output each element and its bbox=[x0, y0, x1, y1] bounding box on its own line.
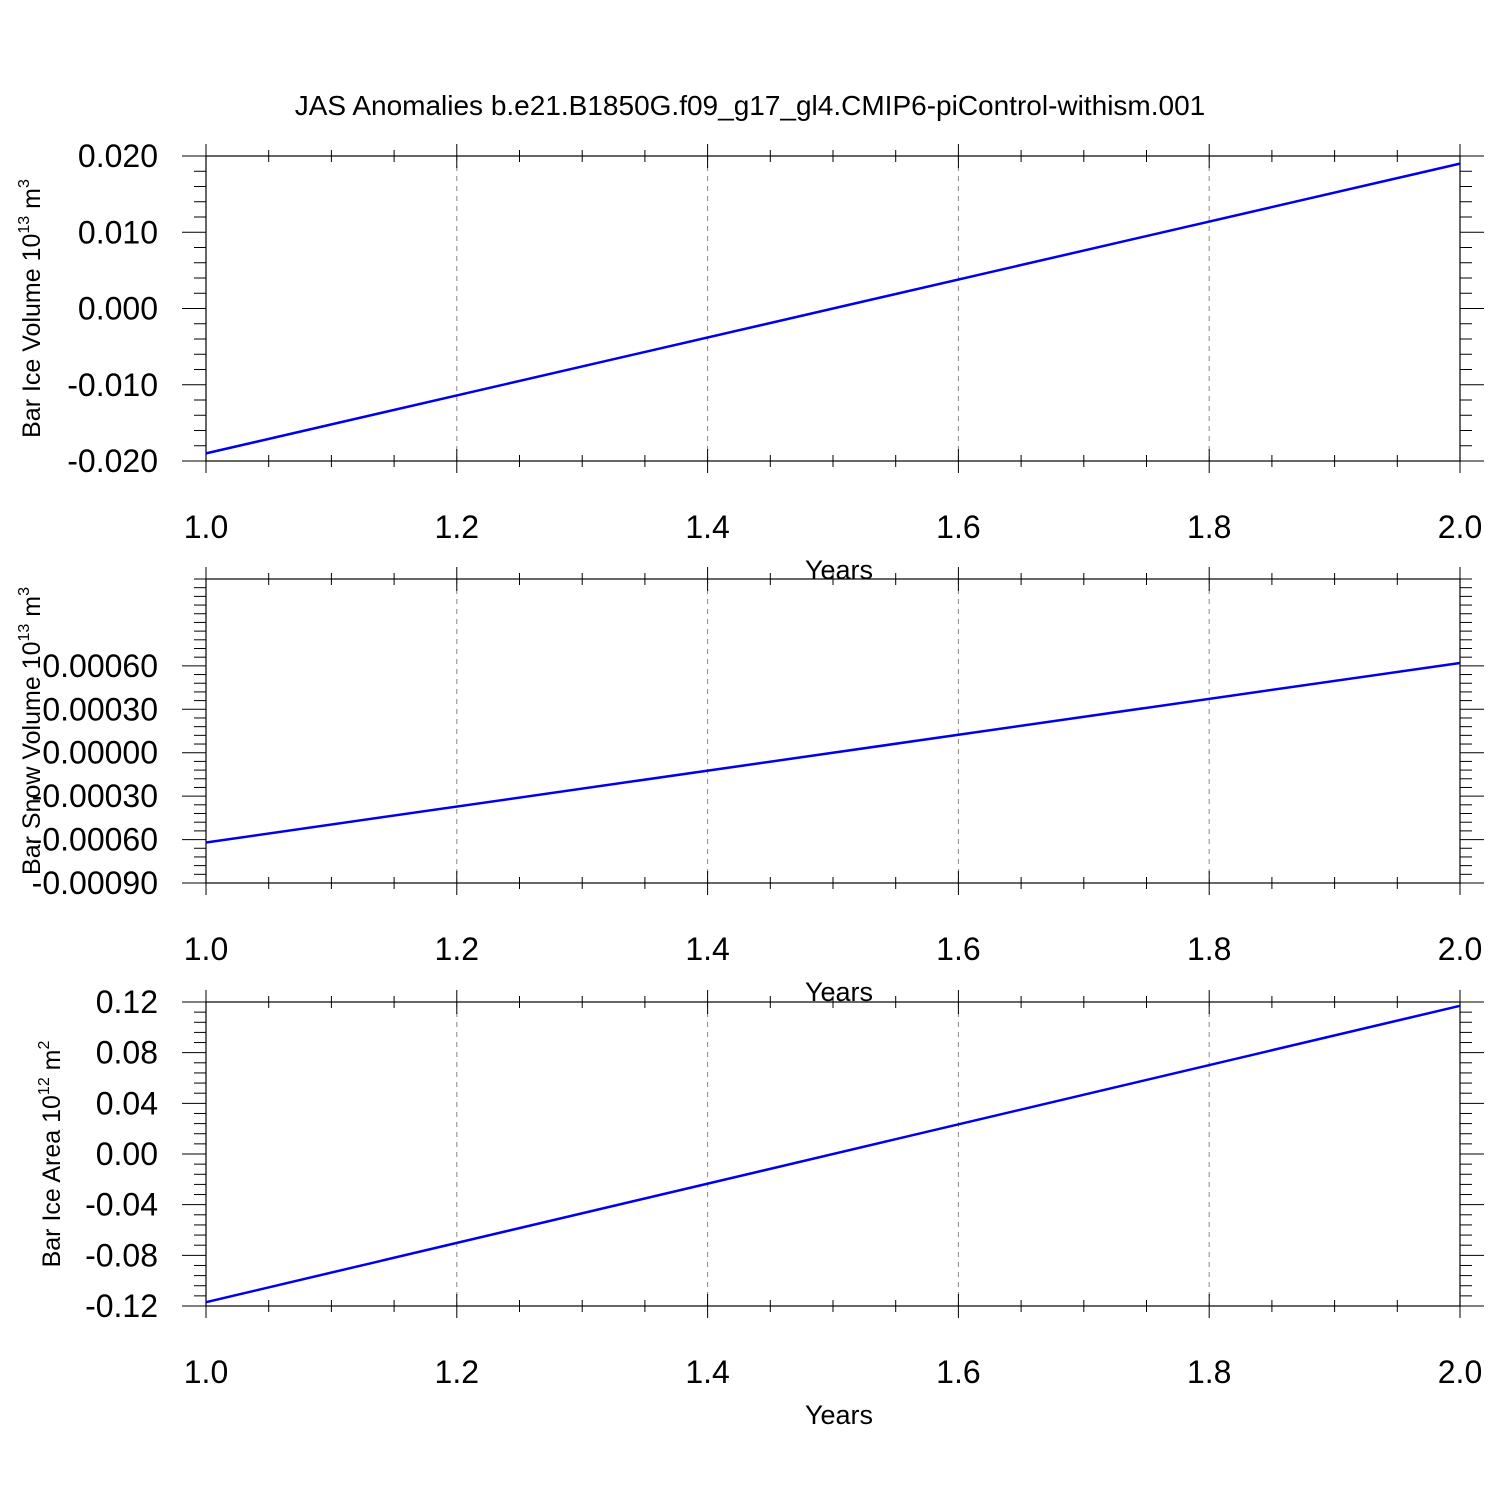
series-line bbox=[205, 1004, 1461, 1304]
x-tick-label: 2.0 bbox=[1438, 509, 1482, 545]
x-tick-label: 1.0 bbox=[184, 931, 228, 967]
x-axis-title: Years bbox=[805, 555, 873, 585]
y-axis-title: Bar Ice Area 1012 m2 bbox=[36, 1041, 66, 1268]
page-title: JAS Anomalies b.e21.B1850G.f09_g17_gl4.C… bbox=[294, 90, 1206, 121]
x-tick-label: 2.0 bbox=[1438, 1354, 1482, 1390]
y-tick-label: -0.00030 bbox=[32, 778, 158, 814]
x-tick-label: 1.6 bbox=[936, 509, 980, 545]
x-axis-title: Years bbox=[805, 1400, 873, 1430]
chart-panel-1: 0.020 0.010 0.000 -0.010 -0.020 1.0 1.2 1.4 1.6 1… bbox=[16, 138, 1484, 585]
plot-frame bbox=[205, 578, 1461, 884]
chart-panel-2: 0.00060 0.00030 0.00000 -0.00030 -0.00060 -0.… bbox=[16, 567, 1484, 1007]
y-tick-label: -0.08 bbox=[85, 1237, 158, 1273]
x-tick-label: 1.2 bbox=[435, 1354, 479, 1390]
x-tick-label: 1.2 bbox=[435, 931, 479, 967]
series-line bbox=[205, 162, 1461, 455]
y-tick-label: 0.12 bbox=[96, 984, 158, 1020]
y-tick-label: 0.00030 bbox=[42, 691, 158, 727]
y-tick-label: 0.00060 bbox=[42, 648, 158, 684]
x-tick-label: 1.6 bbox=[936, 931, 980, 967]
x-tick-label: 2.0 bbox=[1438, 931, 1482, 967]
y-tick-label: 0.08 bbox=[96, 1035, 158, 1071]
x-tick-label: 1.8 bbox=[1187, 509, 1231, 545]
y-axis-title: Bar Ice Volume 1013 m3 bbox=[16, 179, 46, 438]
y-tick-label: 0.000 bbox=[78, 291, 158, 327]
y-tick-label: 0.00000 bbox=[42, 735, 158, 771]
y-tick-label: -0.00090 bbox=[32, 865, 158, 901]
plot-frame bbox=[205, 155, 1461, 462]
x-tick-label: 1.0 bbox=[184, 1354, 228, 1390]
y-tick-label: -0.12 bbox=[85, 1288, 158, 1324]
y-tick-label: -0.04 bbox=[85, 1187, 158, 1223]
y-tick-label: -0.00060 bbox=[32, 822, 158, 858]
x-tick-label: 1.4 bbox=[685, 931, 729, 967]
x-tick-label: 1.2 bbox=[435, 509, 479, 545]
x-tick-label: 1.6 bbox=[936, 1354, 980, 1390]
series-line bbox=[205, 661, 1461, 844]
y-tick-label: 0.04 bbox=[96, 1085, 158, 1121]
y-tick-label: 0.020 bbox=[78, 138, 158, 174]
y-axis-title: Bar Snow Volume 1013 m3 bbox=[16, 587, 46, 875]
x-tick-label: 1.8 bbox=[1187, 1354, 1231, 1390]
x-tick-label: 1.8 bbox=[1187, 931, 1231, 967]
y-tick-label: -0.020 bbox=[67, 443, 158, 479]
plot-frame bbox=[205, 1001, 1461, 1307]
chart-panel-3: 0.12 0.08 0.04 0.00 -0.04 -0.08 -0.12 1.0 1.2 1.4… bbox=[36, 984, 1484, 1430]
y-tick-label: 0.00 bbox=[96, 1136, 158, 1172]
y-tick-label: 0.010 bbox=[78, 214, 158, 250]
x-tick-label: 1.4 bbox=[685, 1354, 729, 1390]
x-tick-label: 1.0 bbox=[184, 509, 228, 545]
y-tick-label: -0.010 bbox=[67, 367, 158, 403]
x-tick-label: 1.4 bbox=[685, 509, 729, 545]
